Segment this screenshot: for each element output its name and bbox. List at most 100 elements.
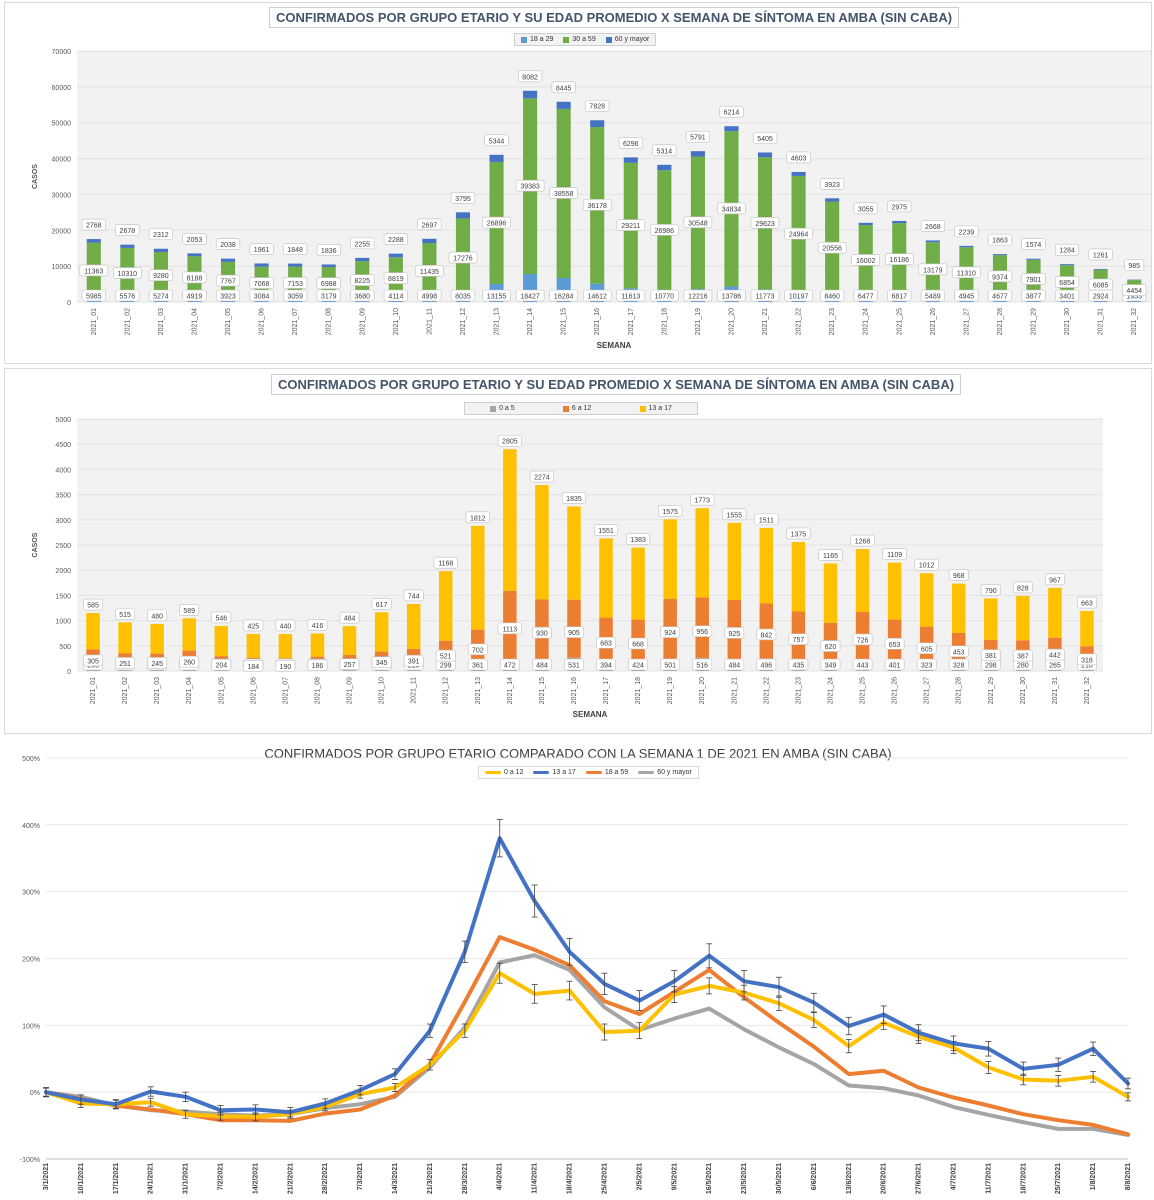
bar-60-y-mayor bbox=[388, 253, 403, 258]
data-label-bottom: 1933 bbox=[1126, 294, 1142, 301]
data-label-bottom-box bbox=[784, 289, 813, 302]
x-tick-label: 2021_11 bbox=[426, 308, 433, 335]
data-label-bottom: 401 bbox=[889, 663, 901, 670]
bar-60-y-mayor bbox=[422, 238, 437, 244]
data-label-top: 6214 bbox=[724, 110, 740, 117]
bar-60-y-mayor bbox=[321, 264, 336, 267]
chart-panel-comparison: CONFIRMADOS POR GRUPO ETARIO COMPARADO C… bbox=[4, 738, 1152, 1198]
x-tick-label: 2021_07 bbox=[282, 677, 289, 704]
data-label-bottom-box bbox=[948, 658, 969, 671]
data-label-middle: 668 bbox=[632, 642, 644, 649]
data-label-top: 1511 bbox=[759, 517, 774, 524]
data-label-bottom-box bbox=[852, 658, 873, 671]
data-label-top: 6296 bbox=[623, 141, 639, 148]
data-label-bottom-box bbox=[788, 658, 809, 671]
bar-60-y-mayor bbox=[523, 90, 538, 99]
data-label-top: 2255 bbox=[354, 241, 370, 248]
x-tick-label: 13/6/2021 bbox=[846, 1163, 853, 1194]
data-label-bottom-box bbox=[853, 289, 878, 302]
chart-panel-age-groups-adults: CONFIRMADOS POR GRUPO ETARIO Y SU EDAD P… bbox=[4, 2, 1152, 364]
data-label-middle: 245 bbox=[151, 661, 163, 668]
x-tick-label: 1/8/2021 bbox=[1090, 1163, 1097, 1190]
bar-60-y-mayor bbox=[86, 239, 101, 243]
data-label-middle-box bbox=[582, 199, 612, 211]
data-label-top: 5791 bbox=[690, 135, 706, 142]
data-label-middle: 16186 bbox=[890, 257, 910, 264]
data-label-middle: 30548 bbox=[688, 220, 708, 227]
data-label-top: 2038 bbox=[220, 242, 236, 249]
data-label-top: 3055 bbox=[858, 206, 874, 213]
bar-13-a-17 bbox=[535, 485, 549, 600]
bar-60-y-mayor bbox=[455, 212, 471, 219]
x-tick-label: 2021_10 bbox=[393, 308, 400, 335]
data-label-bottom: 5576 bbox=[120, 294, 136, 301]
data-label-top: 1574 bbox=[1026, 242, 1042, 249]
data-label-top-box bbox=[529, 470, 555, 483]
x-tick-label: 14/3/2021 bbox=[392, 1163, 399, 1194]
data-label-top: 480 bbox=[151, 613, 163, 620]
x-tick-label: 2021_28 bbox=[956, 677, 963, 704]
data-label-bottom-box bbox=[987, 289, 1013, 302]
bar-60-y-mayor bbox=[657, 164, 672, 171]
data-label-top-box bbox=[1124, 259, 1145, 271]
x-tick-label: 2021_02 bbox=[122, 677, 129, 704]
data-label-bottom: 3084 bbox=[254, 294, 270, 301]
data-label-middle-box bbox=[215, 274, 241, 287]
data-label-bottom: 2924 bbox=[1093, 294, 1109, 301]
data-label-middle-box bbox=[339, 658, 360, 670]
x-tick-label: 25/4/2021 bbox=[601, 1163, 608, 1194]
data-label-top-box bbox=[882, 548, 907, 560]
data-label-middle-box bbox=[79, 264, 109, 277]
data-label-bottom-box bbox=[717, 289, 746, 302]
data-label-middle: 925 bbox=[728, 631, 740, 638]
y-axis-title: CASOS bbox=[32, 532, 39, 557]
data-label-middle-box bbox=[1088, 278, 1113, 291]
data-label-middle-box bbox=[1077, 653, 1097, 666]
data-label-top: 1551 bbox=[598, 528, 614, 535]
data-label-middle: 10310 bbox=[118, 271, 138, 278]
data-label-middle: 381 bbox=[985, 653, 997, 660]
x-tick-label: 2021_12 bbox=[443, 677, 450, 704]
data-label-middle-box bbox=[884, 637, 905, 650]
data-label-middle: 11435 bbox=[420, 269, 439, 276]
data-label-bottom: 484 bbox=[728, 663, 740, 670]
data-label-middle-box bbox=[1122, 284, 1147, 296]
data-label-bottom: 516 bbox=[696, 663, 708, 670]
data-label-top-box bbox=[115, 224, 140, 236]
data-label-top: 5405 bbox=[757, 136, 773, 143]
data-label-middle: 7068 bbox=[254, 281, 270, 288]
data-label-middle-box bbox=[784, 227, 813, 240]
bar-13-a-17 bbox=[1080, 611, 1094, 647]
data-label-bottom: 5985 bbox=[86, 294, 102, 301]
data-label-bottom: 424 bbox=[632, 663, 644, 670]
x-tick-label: 31/1/2021 bbox=[183, 1163, 190, 1194]
bar-60-y-mayor bbox=[153, 248, 168, 252]
data-label-middle: 7901 bbox=[1026, 277, 1042, 284]
data-label-top: 2697 bbox=[422, 222, 438, 229]
data-label-middle: 757 bbox=[793, 637, 805, 644]
data-label-bottom: 10197 bbox=[789, 294, 809, 301]
bar-13-a-17 bbox=[86, 613, 100, 650]
data-label-bottom: 4677 bbox=[992, 294, 1008, 301]
data-label-bottom: 4114 bbox=[388, 294, 403, 301]
data-label-middle: 305 bbox=[87, 658, 99, 665]
data-label-bottom: 18427 bbox=[520, 294, 540, 301]
data-label-middle: 186 bbox=[312, 663, 324, 670]
data-label-bottom-box bbox=[350, 289, 375, 302]
data-label-bottom-box bbox=[650, 289, 679, 302]
data-label-bottom-box bbox=[820, 658, 841, 671]
data-label-top-box bbox=[920, 220, 945, 232]
data-label-middle-box bbox=[650, 224, 679, 236]
data-label-bottom: 13786 bbox=[722, 294, 742, 301]
chart-legend: 0 a 5 6 a 12 13 a 17 bbox=[464, 402, 698, 415]
data-label-middle: 605 bbox=[921, 646, 933, 653]
data-label-bottom: 280 bbox=[1017, 663, 1029, 670]
data-label-top-box bbox=[786, 151, 811, 164]
bar-13-a-17 bbox=[118, 622, 132, 654]
data-label-middle-box bbox=[307, 659, 328, 671]
data-label-middle-box bbox=[918, 263, 948, 276]
y-tick-label: 10000 bbox=[52, 264, 72, 271]
data-label-bottom: 13155 bbox=[487, 294, 507, 301]
bar-60-y-mayor bbox=[892, 220, 907, 224]
data-label-bottom: 443 bbox=[857, 663, 869, 670]
